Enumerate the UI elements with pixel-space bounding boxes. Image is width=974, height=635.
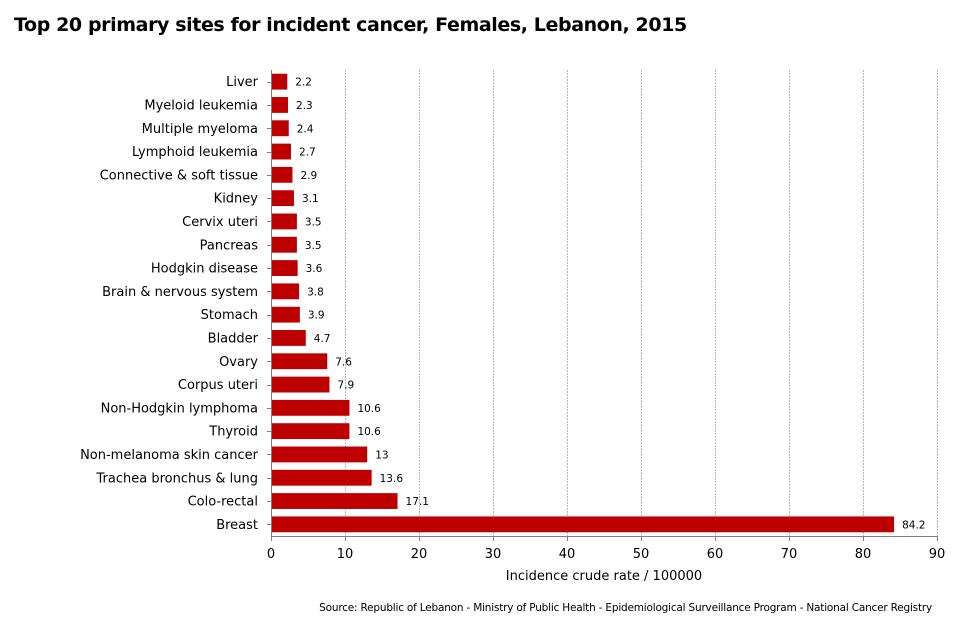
category-label: Connective & soft tissue [100, 168, 258, 183]
bar [272, 399, 350, 416]
x-tick-label: 30 [485, 547, 502, 562]
data-label: 7.9 [337, 380, 354, 392]
category-label: Trachea bronchus & lung [96, 471, 258, 486]
category-label: Colo-rectal [188, 495, 258, 510]
x-tick-label: 60 [707, 547, 724, 562]
category-label: Brain & nervous system [102, 285, 258, 300]
bar [272, 213, 297, 230]
category-label: Liver [226, 75, 259, 90]
category-label: Non-Hodgkin lymphoma [101, 401, 258, 416]
bar [272, 190, 294, 207]
bar [272, 306, 300, 323]
x-tick-label: 40 [559, 547, 576, 562]
data-label: 17.1 [406, 496, 429, 508]
data-label: 2.9 [300, 170, 317, 182]
x-axis-label: Incidence crude rate / 100000 [506, 569, 702, 584]
x-tick-label: 90 [929, 547, 946, 562]
data-label: 3.8 [307, 286, 324, 298]
bar [272, 260, 298, 276]
category-label: Multiple myeloma [142, 122, 258, 137]
data-label: 10.6 [357, 403, 381, 415]
category-label: Non-melanoma skin cancer [80, 448, 259, 463]
bar [272, 376, 330, 393]
data-label: 4.7 [314, 333, 331, 345]
labels: Liver 2.2 Myeloid leukemia 2.3 Multiple myel… [80, 75, 925, 533]
category-label: Thyroid [208, 425, 258, 440]
data-label: 84.2 [902, 519, 925, 531]
data-label: 13.6 [380, 473, 404, 485]
category-label: Hodgkin disease [151, 262, 258, 277]
data-label: 2.2 [295, 77, 312, 89]
bar [272, 423, 350, 440]
category-label: Pancreas [200, 238, 259, 253]
bar [272, 516, 895, 533]
bar [272, 97, 289, 113]
bar [272, 353, 328, 370]
data-label: 2.4 [297, 123, 314, 135]
data-label: 3.5 [305, 216, 322, 228]
bar [272, 469, 372, 486]
x-tick-label: 10 [337, 547, 354, 562]
category-label: Bladder [208, 331, 259, 346]
category-label: Lymphoid leukemia [132, 145, 258, 160]
category-label: Breast [216, 518, 258, 533]
data-label: 7.6 [335, 356, 352, 368]
bar [272, 73, 288, 90]
bar [272, 166, 293, 183]
category-label: Kidney [214, 192, 259, 207]
bar [272, 283, 300, 300]
bar [272, 493, 398, 509]
category-label: Ovary [219, 355, 258, 370]
bar [272, 330, 306, 346]
chart-title: Top 20 primary sites for incident cancer… [14, 14, 687, 36]
data-label: 3.9 [308, 310, 325, 322]
bars [272, 73, 895, 533]
x-tick-label: 80 [855, 547, 872, 562]
x-tick-label: 0 [267, 547, 275, 562]
data-label: 2.3 [296, 100, 313, 112]
bar [272, 143, 291, 160]
category-label: Cervix uteri [182, 215, 258, 230]
data-label: 10.6 [357, 426, 381, 438]
data-label: 3.5 [305, 240, 322, 252]
category-label: Myeloid leukemia [144, 98, 258, 113]
category-label: Corpus uteri [178, 378, 258, 393]
data-label: 3.1 [302, 193, 319, 205]
bar [272, 120, 289, 137]
data-label: 13 [375, 449, 388, 461]
data-label: 3.6 [306, 263, 323, 275]
data-label: 2.7 [299, 147, 316, 159]
x-tick-label: 70 [781, 547, 798, 562]
gridlines [345, 70, 938, 536]
source-note: Source: Republic of Lebanon - Ministry o… [319, 602, 932, 614]
x-tick-label: 50 [633, 547, 650, 562]
x-tick-label: 20 [411, 547, 428, 562]
bar [272, 446, 368, 463]
category-label: Stomach [201, 308, 258, 323]
bar [272, 236, 297, 253]
axes: 0 10 20 30 40 50 60 70 80 90 [267, 70, 945, 562]
